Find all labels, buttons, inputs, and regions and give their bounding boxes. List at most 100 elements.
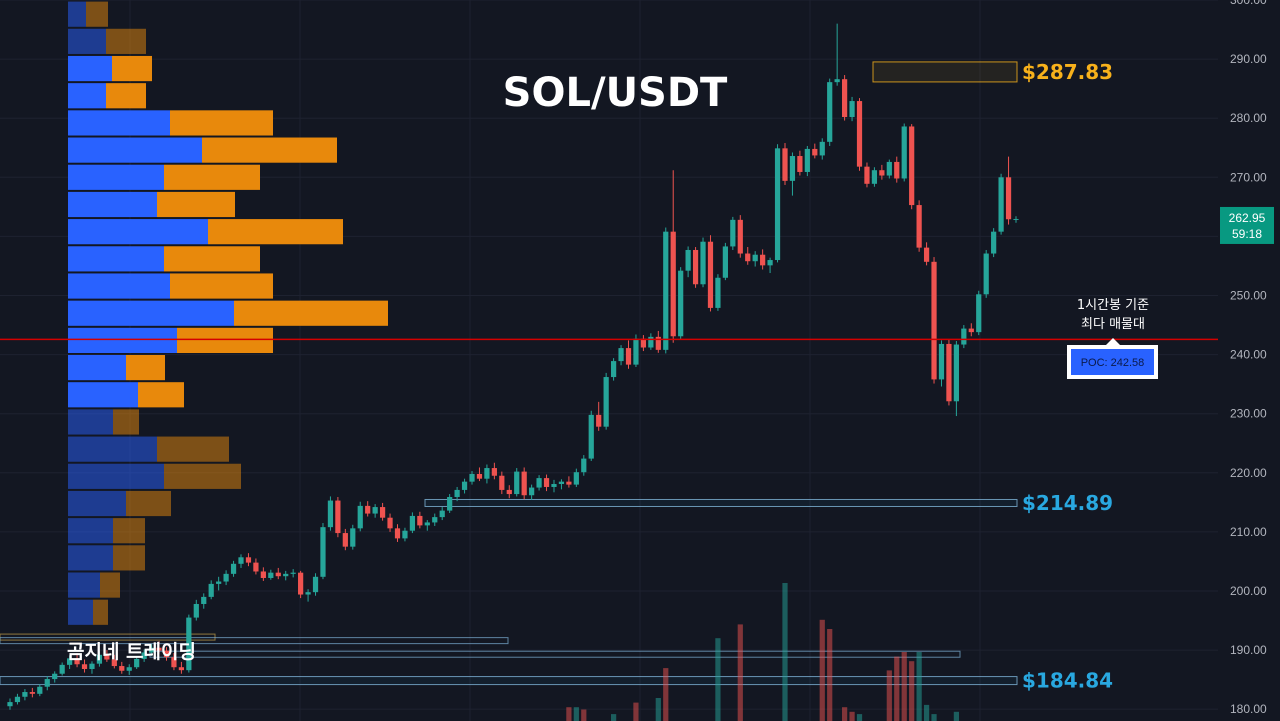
candle — [946, 339, 952, 406]
price-tick-label: 290.00 — [1230, 52, 1267, 66]
candle-body — [953, 344, 959, 402]
candle-body — [625, 348, 632, 365]
poc-tag-fill — [1071, 349, 1154, 375]
candle-body — [856, 101, 863, 167]
candle-body — [223, 573, 229, 582]
candle — [111, 654, 117, 669]
candle — [812, 143, 818, 159]
candle — [245, 553, 252, 567]
volume-profile-buy-bar — [68, 463, 164, 489]
candle — [871, 167, 878, 187]
volume-profile-sell-bar — [126, 354, 165, 381]
candle-body — [327, 500, 334, 528]
candle — [283, 570, 289, 581]
price-tick-label: 220.00 — [1230, 466, 1267, 480]
candle-body — [89, 663, 95, 669]
candle — [178, 661, 185, 674]
candle — [804, 145, 810, 177]
volume-bar — [894, 656, 900, 721]
candle — [841, 75, 848, 121]
candle-body — [610, 361, 617, 378]
volume-profile-buy-bar — [68, 300, 234, 326]
volume-profile-buy-bar — [68, 518, 113, 544]
candle-body — [37, 686, 43, 694]
candle — [603, 372, 609, 430]
candle — [909, 124, 915, 210]
candle — [424, 520, 430, 531]
candle — [953, 340, 959, 417]
candle — [692, 247, 699, 288]
candle — [983, 249, 989, 298]
candle-body — [52, 673, 58, 680]
candle — [991, 228, 997, 258]
volume-bar — [782, 583, 788, 721]
candle — [59, 662, 65, 676]
candle — [327, 496, 334, 531]
candle-body — [774, 148, 781, 261]
candle-body — [59, 664, 65, 674]
candle-body — [871, 170, 878, 184]
candle — [760, 249, 766, 270]
candle — [655, 330, 661, 353]
volume-profile-sell-bar — [106, 83, 146, 109]
candle-body — [849, 101, 855, 118]
candle-body — [141, 652, 147, 659]
candle — [514, 468, 520, 497]
candle — [223, 570, 229, 586]
candle — [774, 144, 781, 263]
candle — [74, 653, 80, 668]
candle — [700, 237, 706, 288]
candle-body — [737, 219, 743, 254]
volume-bar — [909, 661, 915, 721]
candle-body — [581, 458, 587, 473]
candle — [752, 251, 758, 267]
volume-profile-sell-bar — [106, 28, 146, 54]
candle — [499, 471, 505, 495]
candle-body — [342, 533, 348, 547]
volume-profile-sell-bar — [112, 55, 152, 82]
candle — [268, 569, 274, 580]
candle-body — [178, 667, 185, 671]
candle — [454, 486, 460, 502]
candle-body — [148, 647, 155, 653]
candle — [610, 358, 617, 381]
candle-body — [730, 219, 736, 247]
candle-body — [640, 338, 647, 348]
candle-body — [543, 478, 550, 487]
candle — [67, 655, 73, 669]
volume-bar — [916, 652, 922, 721]
candle-body — [789, 156, 796, 181]
candle — [201, 593, 207, 609]
candle — [305, 589, 311, 602]
volume-profile-sell-bar — [164, 246, 260, 272]
candle-body — [379, 507, 386, 518]
current-price-label: 262.95 — [1229, 211, 1266, 225]
candle-body — [394, 528, 401, 539]
candle — [1013, 216, 1019, 223]
volume-profile-buy-bar — [68, 572, 100, 598]
candle — [573, 468, 579, 487]
candle-body — [156, 647, 162, 651]
candle-body — [193, 603, 199, 618]
candle-body — [886, 161, 892, 176]
level-zone-box — [0, 676, 1018, 686]
candle-body — [74, 658, 80, 665]
volume-profile-buy-bar — [68, 110, 170, 136]
candle — [89, 661, 95, 674]
candle — [730, 216, 736, 250]
candle — [596, 401, 602, 431]
candle-body — [7, 702, 13, 707]
minor-zone-box — [0, 633, 216, 641]
candle — [856, 98, 863, 171]
candle-body — [894, 161, 900, 179]
price-axis[interactable]: 300.00290.00280.00270.00260.00250.00240.… — [1218, 0, 1280, 721]
price-axis-background — [1218, 0, 1280, 721]
candle — [916, 200, 922, 252]
candle-body — [447, 497, 453, 511]
candle — [938, 340, 945, 387]
candle — [737, 215, 743, 258]
candle-body — [827, 82, 833, 142]
candle — [834, 23, 840, 86]
candle — [536, 475, 542, 491]
